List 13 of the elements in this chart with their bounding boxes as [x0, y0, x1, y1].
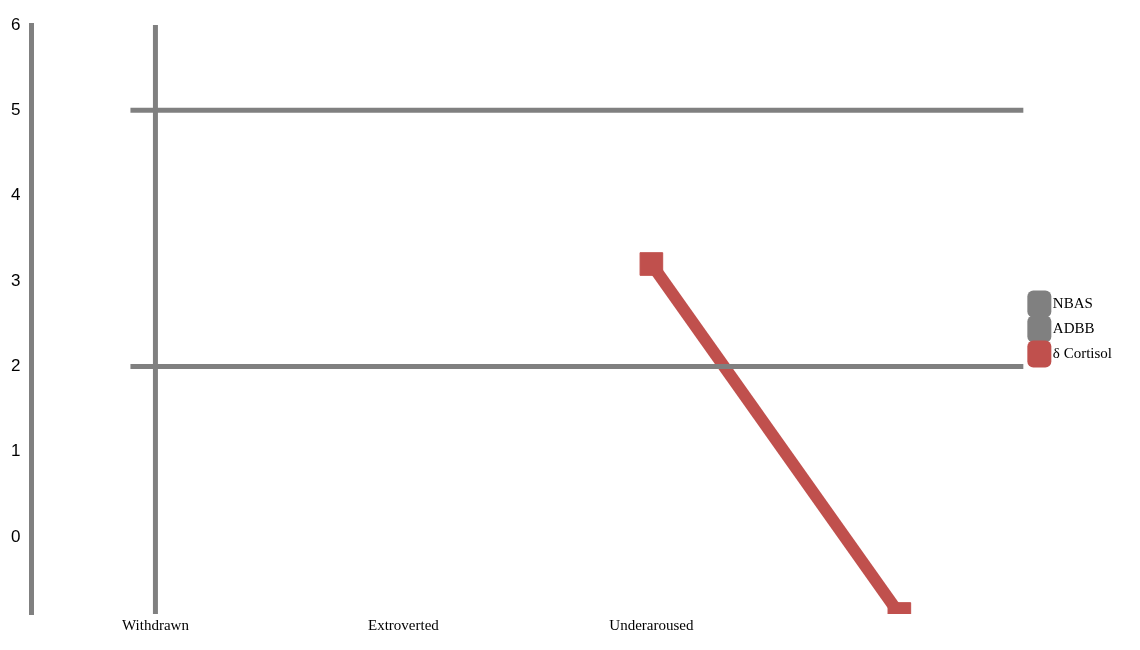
x-tick-label: Extroverted	[368, 616, 440, 633]
y-tick-label: 0	[10, 526, 21, 546]
y-tick-label: 2	[10, 356, 21, 376]
legend-label: NBAS	[1052, 294, 1093, 311]
y-tick-label: 5	[10, 100, 21, 120]
y-tick-label: 1	[10, 441, 21, 461]
y-tick-label: 6	[10, 14, 21, 34]
x-tick-label: Withdrawn	[122, 616, 190, 633]
y-tick-label: 3	[10, 270, 21, 290]
y-tick-label: 4	[10, 185, 21, 205]
legend-label: ADBB	[1052, 319, 1095, 336]
x-tick-label: Underaroused	[609, 616, 694, 633]
legend-label: δ Cortisol	[1052, 344, 1113, 361]
